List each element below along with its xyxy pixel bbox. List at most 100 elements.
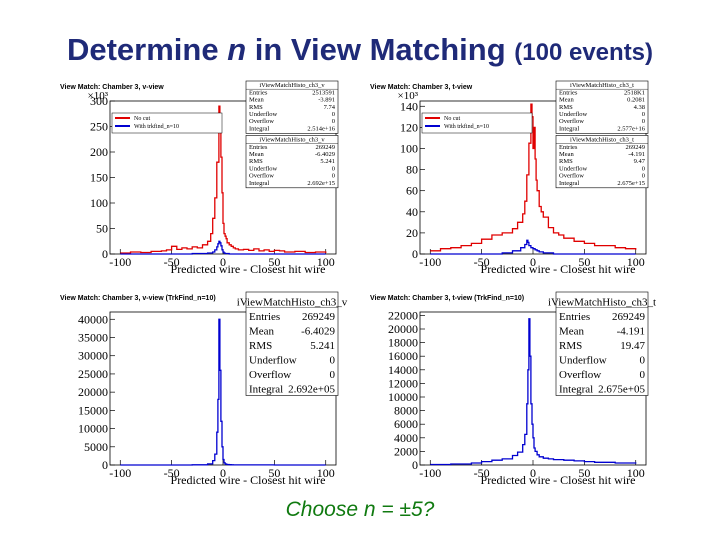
y-tick-label: 30000: [78, 349, 108, 363]
stats-key: Integral: [559, 180, 579, 187]
x-tick-label: 100: [317, 466, 335, 480]
y-tick-label: 20000: [388, 322, 418, 336]
stats-value: 2518K1: [624, 89, 645, 96]
stats-key: Integral: [249, 125, 269, 132]
stats-value: 2.675e+05: [598, 384, 645, 396]
y-tick-label: 100: [90, 196, 108, 210]
x-tick-label: -50: [164, 466, 180, 480]
slide-title: Determine n in View Matching (100 events…: [0, 32, 720, 68]
x-tick-label: 0: [220, 466, 226, 480]
x-tick-label: 50: [578, 255, 590, 269]
chart-panel-v-view: View Match: Chamber 3, v-view 0 50 100 150 20…: [58, 79, 358, 279]
stats-value: 0: [642, 173, 645, 180]
stats-key: Underflow: [559, 111, 587, 118]
stats-value: 269249: [316, 144, 336, 151]
stats-value: 9.47: [634, 158, 646, 165]
x-tick-label: 50: [578, 466, 590, 480]
chart-svg: View Match: Chamber 3, t-view (TrkFind_n…: [370, 291, 656, 487]
x-tick-label: 0: [530, 255, 536, 269]
y-tick-label: 10000: [388, 390, 418, 404]
stats-key: Entries: [249, 311, 280, 323]
stats-key: Entries: [559, 89, 578, 96]
y-tick-label: 0: [412, 247, 418, 261]
title-italic: n: [227, 32, 247, 67]
x-tick-label: 50: [268, 466, 280, 480]
series-line: [430, 318, 637, 466]
y-tick-label: 8000: [394, 404, 418, 418]
stats-value: 0: [330, 355, 336, 367]
stats-value: 2.692e+15: [307, 180, 335, 187]
y-tick-label: 80: [406, 163, 418, 177]
stats-value: -4.191: [628, 151, 645, 158]
y-tick-label: 15000: [78, 403, 108, 417]
x-tick-label: -100: [109, 255, 131, 269]
y-tick-label: 14000: [388, 363, 418, 377]
title-part2: in View Matching: [246, 32, 515, 67]
stats-frame: [245, 291, 339, 396]
stats-value: 2.514e+16: [307, 125, 335, 132]
series-line: [120, 240, 326, 255]
y-tick-label: 120: [400, 120, 418, 134]
series-line: [120, 105, 327, 254]
stats-key: RMS: [249, 158, 263, 165]
stats-value: 0: [642, 165, 645, 172]
stats-value: 5.241: [310, 340, 335, 352]
stats-value: -3.891: [318, 97, 335, 104]
panel-title: View Match: Chamber 3, v-view (TrkFind_n…: [60, 295, 216, 302]
x-tick-label: -50: [474, 466, 490, 480]
legend-label: With trkfind_n=10: [444, 123, 489, 130]
chart-panel-v-view-trkfind: View Match: Chamber 3, v-view (TrkFind_n…: [58, 290, 358, 490]
x-tick-label: 100: [317, 255, 335, 269]
y-tick-label: 18000: [388, 336, 418, 350]
y-tick-label: 5000: [84, 440, 108, 454]
stats-value: 269249: [302, 311, 336, 323]
x-tick-label: -100: [419, 466, 441, 480]
stats-value: 0: [642, 111, 645, 118]
y-tick-label: 250: [90, 120, 108, 134]
stats-key: RMS: [249, 340, 272, 352]
stats-value: 0.2081: [627, 97, 645, 104]
stats-value: 2513591: [312, 89, 335, 96]
stats-value: 0: [332, 118, 335, 125]
stats-value: 269249: [626, 144, 646, 151]
series-line: [430, 103, 637, 252]
x-tick-label: -100: [109, 466, 131, 480]
y-tick-label: 300: [90, 94, 108, 108]
stats-key: Integral: [559, 384, 593, 396]
x-axis-label: Predicted wire - Closest hit wire: [481, 262, 636, 276]
stats-key: Integral: [249, 384, 283, 396]
panel-title: View Match: Chamber 3, t-view (TrkFind_n…: [370, 295, 524, 302]
stats-key: Mean: [559, 326, 585, 338]
stats-value: 0: [332, 173, 335, 180]
stats-key: Underflow: [559, 355, 607, 367]
stats-value: 0: [330, 369, 336, 381]
stats-key: Overflow: [249, 369, 291, 381]
y-tick-label: 0: [102, 247, 108, 261]
stats-value: 2.675e+15: [617, 180, 645, 187]
stats-value: 4.38: [634, 104, 645, 111]
chart-svg: View Match: Chamber 3, v-view (TrkFind_n…: [60, 291, 348, 487]
chart-svg: View Match: Chamber 3, t-view 0 20 40 60 80 10…: [370, 80, 649, 276]
y-tick-label: 16000: [388, 349, 418, 363]
chart-panel-t-view-trkfind: View Match: Chamber 3, t-view (TrkFind_n…: [368, 290, 668, 490]
y-tick-label: 40: [406, 205, 418, 219]
stats-frame: [555, 80, 649, 134]
y-tick-label: 200: [90, 145, 108, 159]
stats-key: RMS: [249, 104, 263, 111]
y-tick-label: 10000: [78, 422, 108, 436]
y-tick-label: 0: [102, 458, 108, 472]
stats-name: iViewMatchHisto_ch3_t: [570, 82, 634, 89]
series-line: [120, 318, 326, 466]
legend-frame: [421, 112, 533, 134]
y-tick-label: 35000: [78, 331, 108, 345]
x-axis-label: Predicted wire - Closest hit wire: [171, 473, 326, 487]
x-tick-label: -100: [419, 255, 441, 269]
stats-frame: [555, 135, 649, 189]
stats-key: Mean: [249, 326, 275, 338]
stats-key: Mean: [559, 97, 575, 104]
y-tick-label: 22000: [388, 308, 418, 322]
